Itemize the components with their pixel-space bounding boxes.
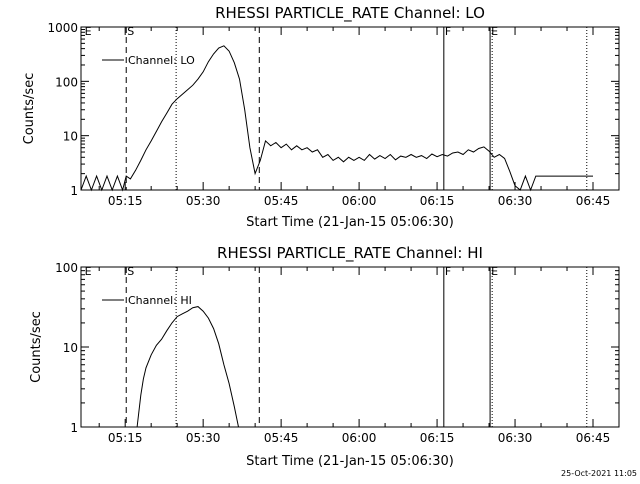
x-tick-label: 06:00 [342, 431, 377, 445]
x-tick-label: 05:30 [186, 194, 221, 208]
legend-entry: Channel: LO [128, 54, 195, 67]
event-marker-label: S [127, 265, 134, 278]
y-tick-label: 1 [70, 184, 78, 198]
y-axis-label: Counts/sec [22, 73, 37, 145]
panel-lo: RHESSI PARTICLE_RATE Channel: LO Start Ti… [22, 4, 620, 230]
event-marker-label: F [445, 25, 451, 38]
event-marker-label: E [85, 265, 92, 278]
x-tick-label: 06:15 [420, 431, 455, 445]
series-line [80, 45, 593, 192]
footer-timestamp: 25-Oct-2021 11:05 [561, 469, 637, 478]
x-tick-label: 05:30 [186, 431, 221, 445]
x-tick-label: 06:45 [576, 194, 611, 208]
y-tick-label: 1 [70, 421, 78, 435]
x-tick-label: 05:15 [108, 431, 143, 445]
y-tick-label: 100 [55, 75, 78, 89]
y-tick-label: 1000 [47, 21, 78, 35]
x-axis-label: Start Time (21-Jan-15 05:06:30) [246, 215, 454, 230]
x-tick-label: 06:15 [420, 194, 455, 208]
series-line [136, 306, 239, 428]
x-tick-label: 06:30 [498, 431, 533, 445]
event-marker-label: F [445, 265, 451, 278]
y-axis-label: Counts/sec [29, 311, 44, 383]
x-tick-label: 06:30 [498, 194, 533, 208]
event-marker-label: E [491, 25, 498, 38]
x-tick-label: 05:45 [264, 431, 299, 445]
y-tick-label: 10 [63, 130, 78, 144]
chart-title: RHESSI PARTICLE_RATE Channel: HI [217, 244, 483, 263]
plot-frame [80, 26, 620, 191]
event-marker-label: S [127, 25, 134, 38]
panel-hi: RHESSI PARTICLE_RATE Channel: HI Start Ti… [29, 244, 620, 469]
event-marker-label: E [85, 25, 92, 38]
chart-title: RHESSI PARTICLE_RATE Channel: LO [215, 4, 485, 23]
x-tick-label: 05:15 [108, 194, 143, 208]
legend-entry: Channel: HI [128, 294, 192, 307]
x-axis-label: Start Time (21-Jan-15 05:06:30) [246, 454, 454, 469]
y-tick-label: 100 [55, 261, 78, 275]
y-tick-label: 10 [63, 341, 78, 355]
x-tick-label: 05:45 [264, 194, 299, 208]
event-marker-label: E [491, 265, 498, 278]
plot-frame [80, 266, 620, 428]
x-tick-label: 06:00 [342, 194, 377, 208]
x-tick-label: 06:45 [576, 431, 611, 445]
